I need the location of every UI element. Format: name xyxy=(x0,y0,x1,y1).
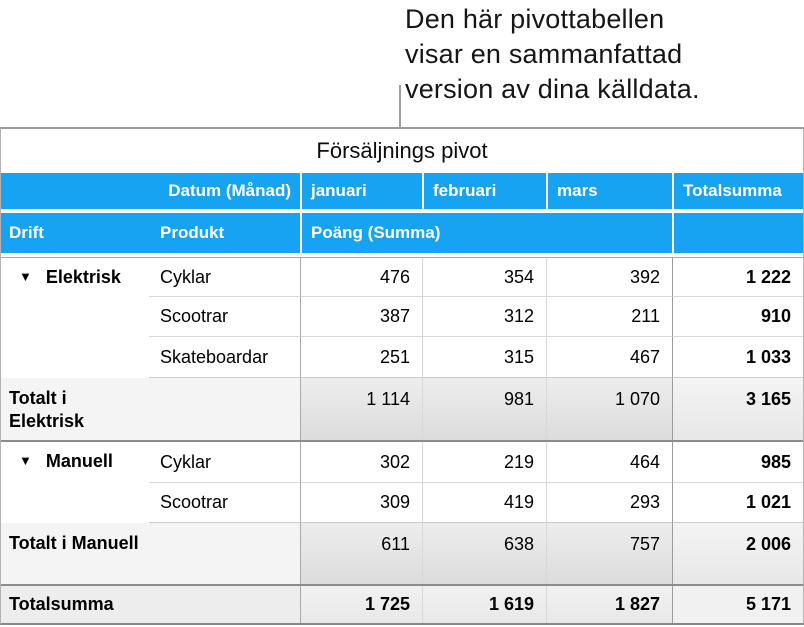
group-cell-manuell[interactable]: ▼ Manuell xyxy=(1,442,149,523)
subtotal-label-text: Totalt i Manuell xyxy=(9,533,139,553)
callout-text: Den här pivottabellen visar en sammanfat… xyxy=(405,2,700,107)
grand-total-total[interactable]: 5 171 xyxy=(672,586,803,623)
product-cell[interactable]: Cyklar xyxy=(149,258,300,297)
header-januari[interactable]: januari xyxy=(300,173,422,209)
callout-line-3: version av dina källdata. xyxy=(405,74,700,104)
group-label-manuell: Manuell xyxy=(45,451,113,471)
subtotal-empty-cell[interactable] xyxy=(149,378,300,440)
table-title[interactable]: Försäljnings pivot xyxy=(1,129,803,173)
subtotal-label-elektrisk[interactable]: Totalt i Elektrisk xyxy=(1,378,149,440)
disclosure-triangle-icon[interactable]: ▼ xyxy=(19,453,32,468)
grand-total-jan[interactable]: 1 725 xyxy=(300,586,422,623)
subtotal-total-cell[interactable]: 3 165 xyxy=(672,378,803,440)
grand-total-mar[interactable]: 1 827 xyxy=(546,586,672,623)
value-cell-mar[interactable]: 211 xyxy=(546,297,672,337)
value-cell-jan[interactable]: 251 xyxy=(300,337,422,378)
header-mars[interactable]: mars xyxy=(546,173,672,209)
callout-line-1: Den här pivottabellen xyxy=(405,4,665,34)
header-total-empty[interactable] xyxy=(672,213,803,253)
header-poang-summa[interactable]: Poäng (Summa) xyxy=(300,213,672,253)
value-cell-feb[interactable]: 419 xyxy=(422,483,546,523)
value-cell-jan[interactable]: 302 xyxy=(300,442,422,483)
value-cell-mar[interactable]: 392 xyxy=(546,258,672,297)
pivot-table: Försäljnings pivot Datum (Månad) januari… xyxy=(0,127,804,625)
subtotal-cell-jan[interactable]: 1 114 xyxy=(300,378,422,440)
subtotal-cell-mar[interactable]: 1 070 xyxy=(546,378,672,440)
header-gap xyxy=(1,209,803,213)
callout-line-2: visar en sammanfattad xyxy=(405,39,683,69)
subtotal-cell-feb[interactable]: 638 xyxy=(422,523,546,584)
group-cell-elektrisk[interactable]: ▼ Elektrisk xyxy=(1,258,149,378)
disclosure-triangle-icon[interactable]: ▼ xyxy=(19,269,32,284)
row-total-cell[interactable]: 1 033 xyxy=(672,337,803,378)
product-cell[interactable]: Scootrar xyxy=(149,483,300,523)
grand-total-label[interactable]: Totalsumma xyxy=(1,586,300,623)
subtotal-cell-jan[interactable]: 611 xyxy=(300,523,422,584)
group-label-elektrisk: Elektrisk xyxy=(45,267,121,287)
header-februari[interactable]: februari xyxy=(422,173,546,209)
product-cell[interactable]: Skateboardar xyxy=(149,337,300,378)
header-drift[interactable]: Drift xyxy=(1,213,149,253)
value-cell-mar[interactable]: 467 xyxy=(546,337,672,378)
subtotal-label-text: Totalt i Elektrisk xyxy=(9,388,85,431)
subtotal-empty-cell[interactable] xyxy=(149,523,300,584)
row-total-cell[interactable]: 1 222 xyxy=(672,258,803,297)
product-cell[interactable]: Scootrar xyxy=(149,297,300,337)
section-divider xyxy=(1,440,803,442)
value-cell-jan[interactable]: 476 xyxy=(300,258,422,297)
value-cell-jan[interactable]: 309 xyxy=(300,483,422,523)
value-cell-mar[interactable]: 464 xyxy=(546,442,672,483)
grand-total-feb[interactable]: 1 619 xyxy=(422,586,546,623)
product-cell[interactable]: Cyklar xyxy=(149,442,300,483)
header-totalsumma[interactable]: Totalsumma xyxy=(672,173,803,209)
section-divider xyxy=(1,584,803,586)
value-cell-feb[interactable]: 354 xyxy=(422,258,546,297)
row-total-cell[interactable]: 985 xyxy=(672,442,803,483)
value-cell-jan[interactable]: 387 xyxy=(300,297,422,337)
subtotal-cell-feb[interactable]: 981 xyxy=(422,378,546,440)
header-underline xyxy=(1,253,803,258)
header-produkt[interactable]: Produkt xyxy=(149,213,300,253)
row-total-cell[interactable]: 1 021 xyxy=(672,483,803,523)
subtotal-cell-mar[interactable]: 757 xyxy=(546,523,672,584)
value-cell-feb[interactable]: 219 xyxy=(422,442,546,483)
value-cell-feb[interactable]: 315 xyxy=(422,337,546,378)
callout-connector-line xyxy=(399,85,401,127)
row-total-cell[interactable]: 910 xyxy=(672,297,803,337)
value-cell-feb[interactable]: 312 xyxy=(422,297,546,337)
subtotal-label-manuell[interactable]: Totalt i Manuell xyxy=(1,523,149,584)
subtotal-total-cell[interactable]: 2 006 xyxy=(672,523,803,584)
header-datum-manad[interactable]: Datum (Månad) xyxy=(1,173,300,209)
value-cell-mar[interactable]: 293 xyxy=(546,483,672,523)
